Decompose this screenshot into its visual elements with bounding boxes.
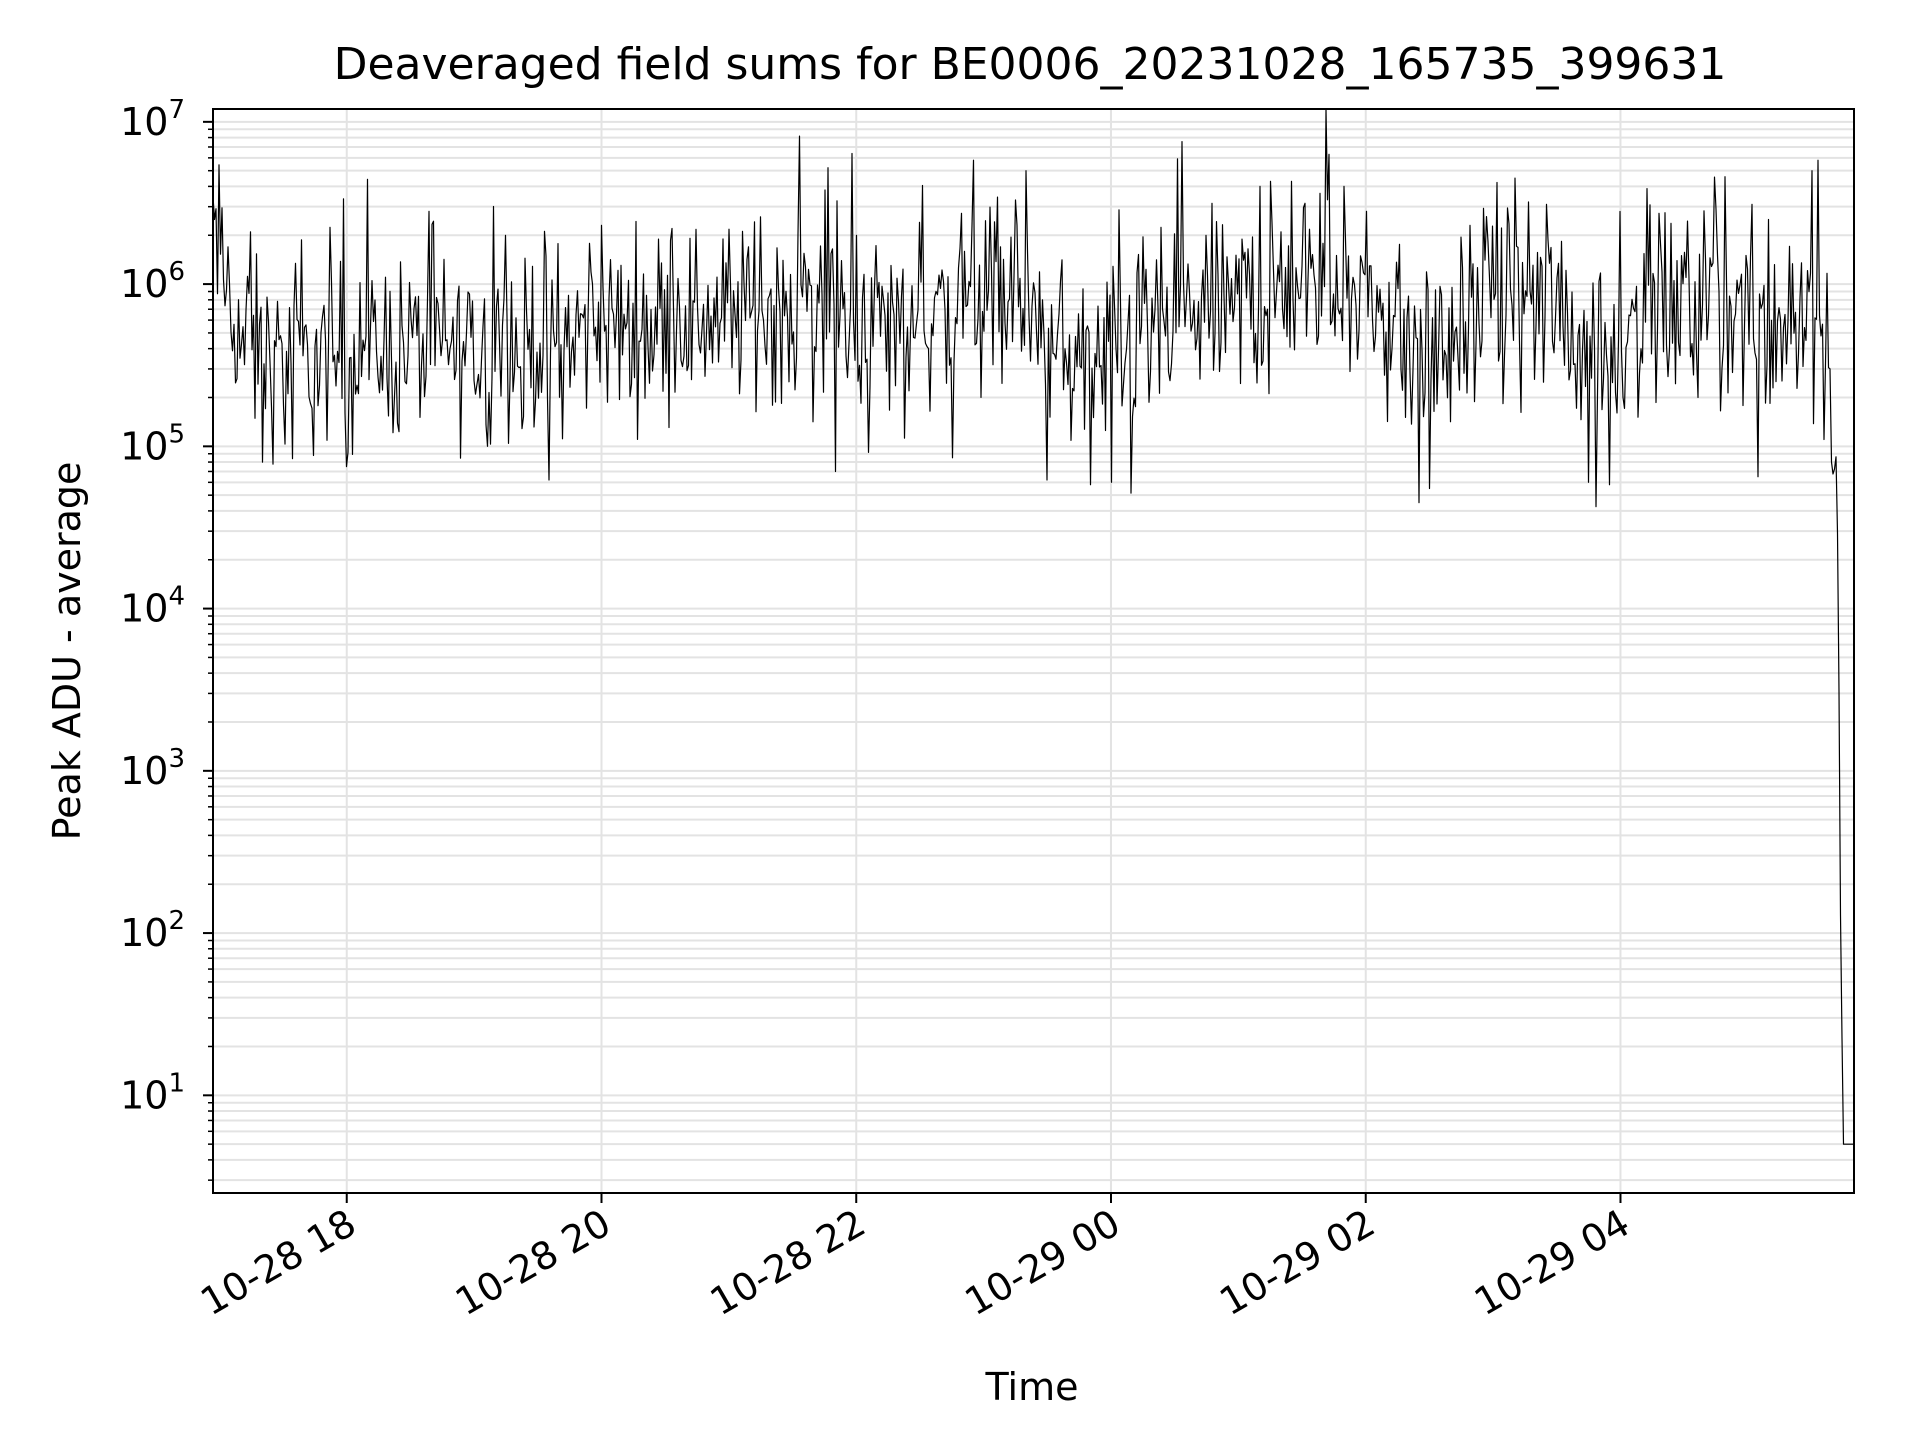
y-tick-label: 101 — [120, 1068, 185, 1117]
y-tick-label: 106 — [120, 257, 185, 306]
y-tick-label: 103 — [120, 744, 185, 793]
y-tick-label: 105 — [120, 419, 185, 468]
chart-title: Deaveraged field sums for BE0006_2023102… — [334, 39, 1727, 90]
y-tick-label: 104 — [120, 582, 185, 631]
y-axis-label: Peak ADU - average — [45, 462, 89, 841]
x-axis-label: Time — [985, 1365, 1079, 1409]
series-layer — [212, 108, 1854, 1145]
y-tick-label: 102 — [120, 906, 185, 955]
grid — [213, 109, 1854, 1193]
y-tick-label: 107 — [120, 95, 185, 144]
plot-frame — [212, 108, 1855, 1194]
series-line — [212, 108, 1854, 1145]
